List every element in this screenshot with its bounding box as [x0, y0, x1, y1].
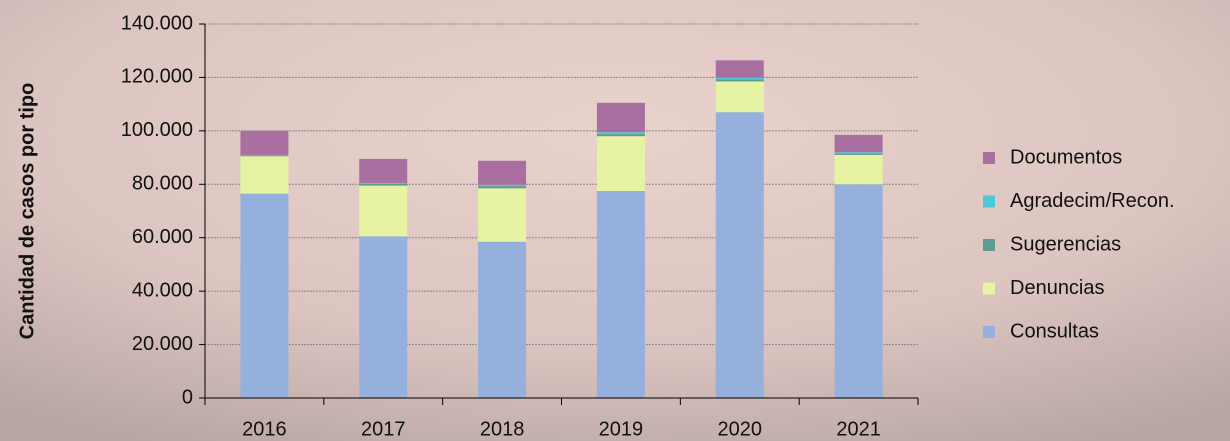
bar-segment	[478, 184, 527, 187]
bar-segment	[359, 184, 408, 186]
legend-swatch	[983, 282, 995, 295]
y-tick-label: 140.000	[121, 12, 193, 34]
bar-segment	[834, 154, 883, 185]
bar-segment	[596, 190, 645, 398]
x-tick-label: 2020	[718, 418, 763, 440]
bar-segment	[359, 182, 408, 185]
bar-segment	[359, 236, 408, 398]
bar-segment	[478, 188, 527, 242]
y-tick-label: 120.000	[121, 66, 193, 88]
y-tick-label: 40.000	[132, 279, 193, 301]
bar-segment	[834, 184, 883, 398]
legend-swatch	[983, 326, 995, 338]
bar-segment	[240, 154, 289, 156]
legend-label: Documentos	[1010, 146, 1122, 168]
x-tick-label: 2019	[599, 418, 644, 440]
bar-segment	[596, 134, 645, 137]
y-tick-label: 0	[182, 386, 193, 408]
bar-segment	[715, 60, 764, 78]
x-tick-label: 2017	[361, 418, 406, 440]
legend-label: Denuncias	[1010, 277, 1105, 299]
bar-segment	[478, 241, 527, 398]
legend-swatch	[983, 152, 995, 164]
y-tick-label: 100.000	[121, 119, 193, 141]
bar-segment	[834, 152, 883, 154]
legend-label: Agradecim/Recon.	[1010, 190, 1175, 212]
bar-segment	[240, 130, 289, 155]
x-tick-label: 2018	[480, 418, 525, 440]
legend-swatch	[983, 195, 995, 208]
x-tick-label: 2021	[836, 418, 881, 440]
y-tick-label: 80.000	[132, 173, 193, 195]
y-axis-label: Cantidad de casos por tipo	[16, 83, 38, 340]
bar-segment	[596, 132, 645, 135]
bar-segment	[715, 77, 764, 80]
bar-segment	[359, 185, 408, 237]
x-tick-label: 2016	[242, 418, 287, 440]
bar-segment	[478, 186, 527, 189]
legend-label: Sugerencias	[1010, 233, 1121, 255]
bar-segment	[240, 156, 289, 194]
bar-segment	[596, 136, 645, 191]
bar-segment	[596, 102, 645, 133]
bar-segment	[240, 193, 289, 398]
bar-segment	[478, 160, 527, 185]
bar-segment	[240, 155, 289, 157]
y-tick-label: 20.000	[132, 333, 193, 355]
bar-segment	[715, 81, 764, 113]
bar-segment	[834, 134, 883, 153]
bar-segment	[834, 153, 883, 155]
bar-segment	[715, 79, 764, 82]
bar-segment	[715, 112, 764, 399]
legend-label: Consultas	[1010, 320, 1099, 342]
legend-swatch	[983, 239, 995, 251]
y-tick-label: 60.000	[132, 226, 193, 248]
bar-segment	[359, 158, 408, 183]
